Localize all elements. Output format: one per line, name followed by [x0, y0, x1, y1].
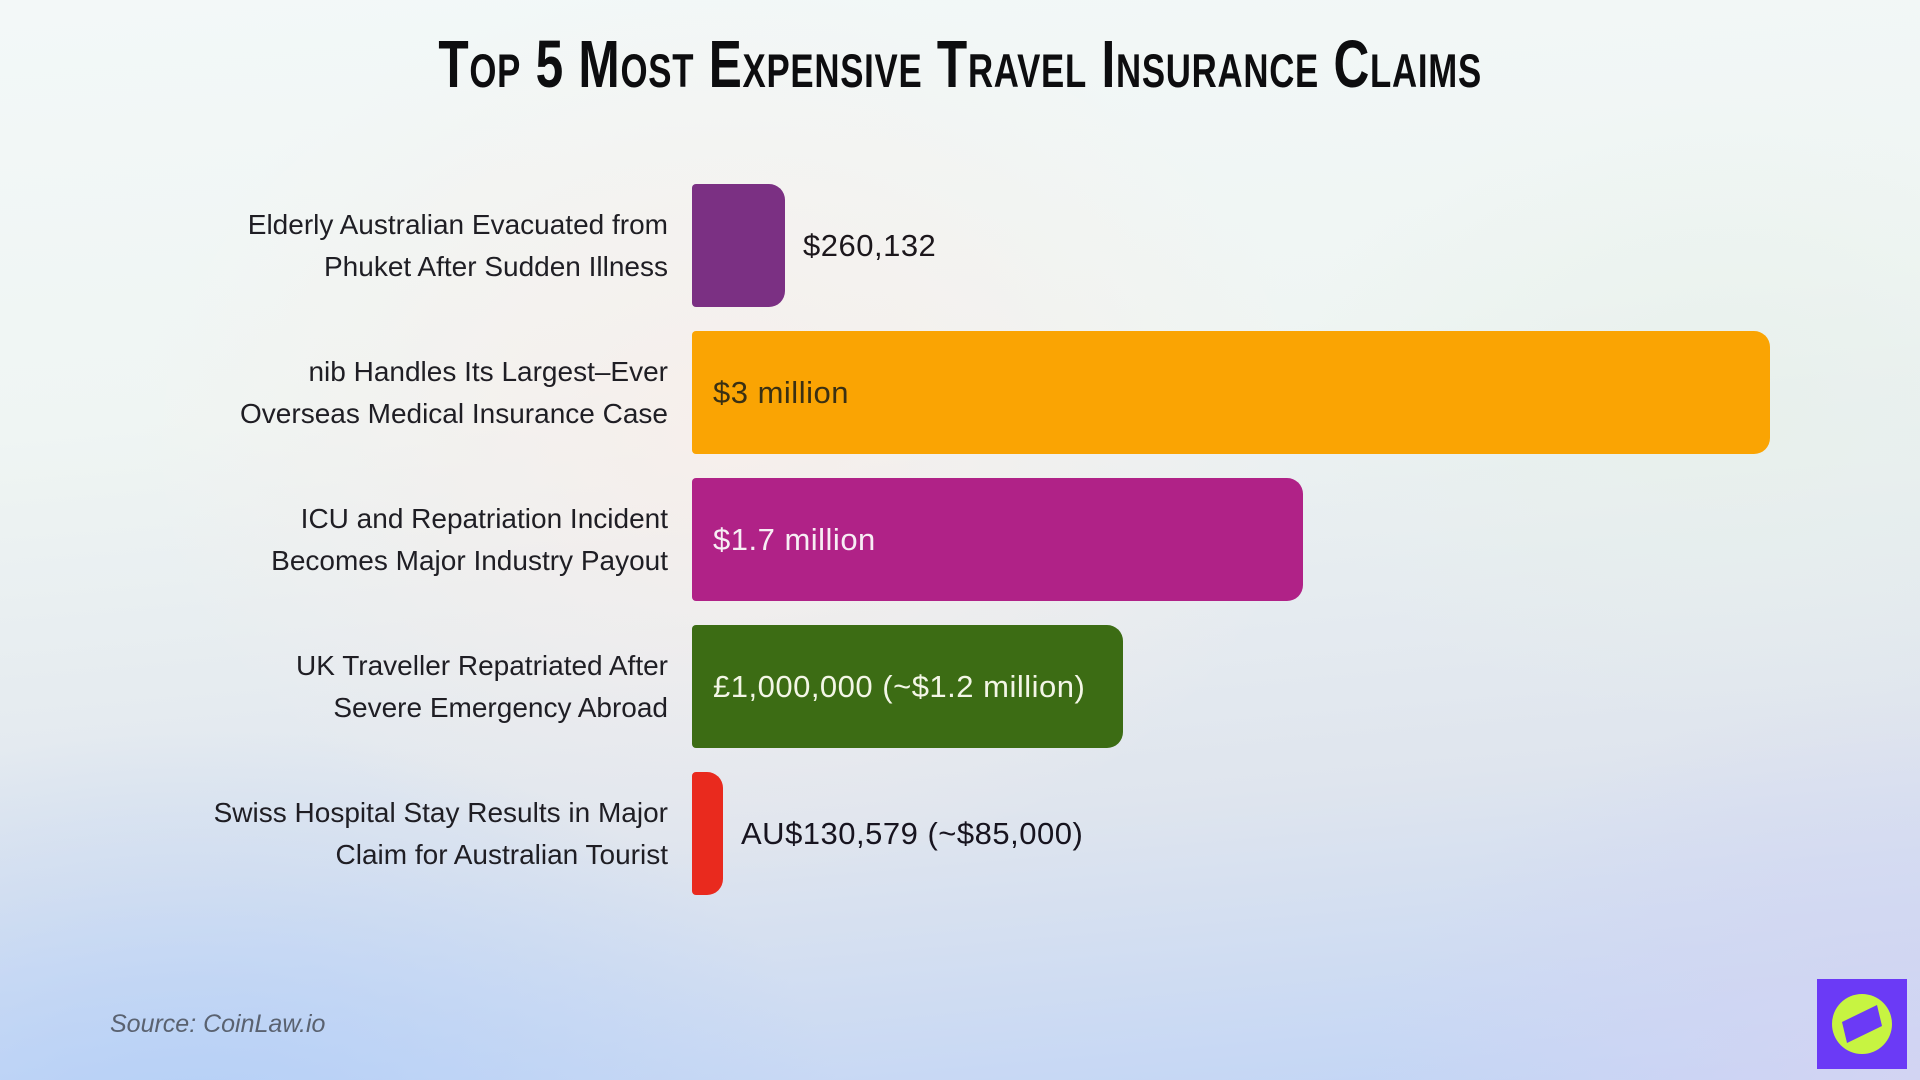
- source-note: Source: CoinLaw.io: [110, 1010, 326, 1038]
- bar-track: £1,000,000 (~$1.2 million): [692, 625, 1802, 748]
- claim-bar: [692, 478, 1303, 601]
- claim-value: £1,000,000 (~$1.2 million): [713, 668, 1086, 704]
- claim-label: ICU and Repatriation Incident Becomes Ma…: [271, 502, 668, 576]
- claim-value: AU$130,579 (~$85,000): [741, 815, 1084, 851]
- chart-title: Top 5 Most Expensive Travel Insurance Cl…: [0, 26, 1920, 103]
- claim-label: Swiss Hospital Stay Results in Major Cla…: [213, 796, 668, 870]
- claim-label: nib Handles Its Largest–Ever Overseas Me…: [240, 355, 668, 429]
- compass-icon: [1817, 979, 1907, 1069]
- bar-track: $3 million: [692, 331, 1802, 454]
- bar-row: nib Handles Its Largest–Ever Overseas Me…: [108, 331, 1802, 454]
- coinlaw-logo: [1817, 979, 1907, 1069]
- bar-track: $260,132: [692, 184, 1802, 307]
- bar-row: ICU and Repatriation Incident Becomes Ma…: [108, 478, 1802, 601]
- claim-bar: [692, 184, 785, 307]
- claim-label: Elderly Australian Evacuated from Phuket…: [247, 208, 668, 282]
- bar-row: UK Traveller Repatriated After Severe Em…: [108, 625, 1802, 748]
- bar-row: Elderly Australian Evacuated from Phuket…: [108, 184, 1802, 307]
- claim-value: $1.7 million: [713, 521, 876, 557]
- claim-label: UK Traveller Repatriated After Severe Em…: [296, 649, 668, 723]
- bar-chart: Elderly Australian Evacuated from Phuket…: [108, 184, 1802, 919]
- bar-row: Swiss Hospital Stay Results in Major Cla…: [108, 772, 1802, 895]
- bar-track: $1.7 million: [692, 478, 1802, 601]
- claim-bar: [692, 625, 1123, 748]
- claim-bar: [692, 772, 723, 895]
- claim-bar: [692, 331, 1770, 454]
- claim-value: $3 million: [713, 374, 849, 410]
- bar-track: AU$130,579 (~$85,000): [692, 772, 1802, 895]
- chart-title-text: Top 5 Most Expensive Travel Insurance Cl…: [438, 27, 1482, 102]
- claim-value: $260,132: [803, 227, 937, 263]
